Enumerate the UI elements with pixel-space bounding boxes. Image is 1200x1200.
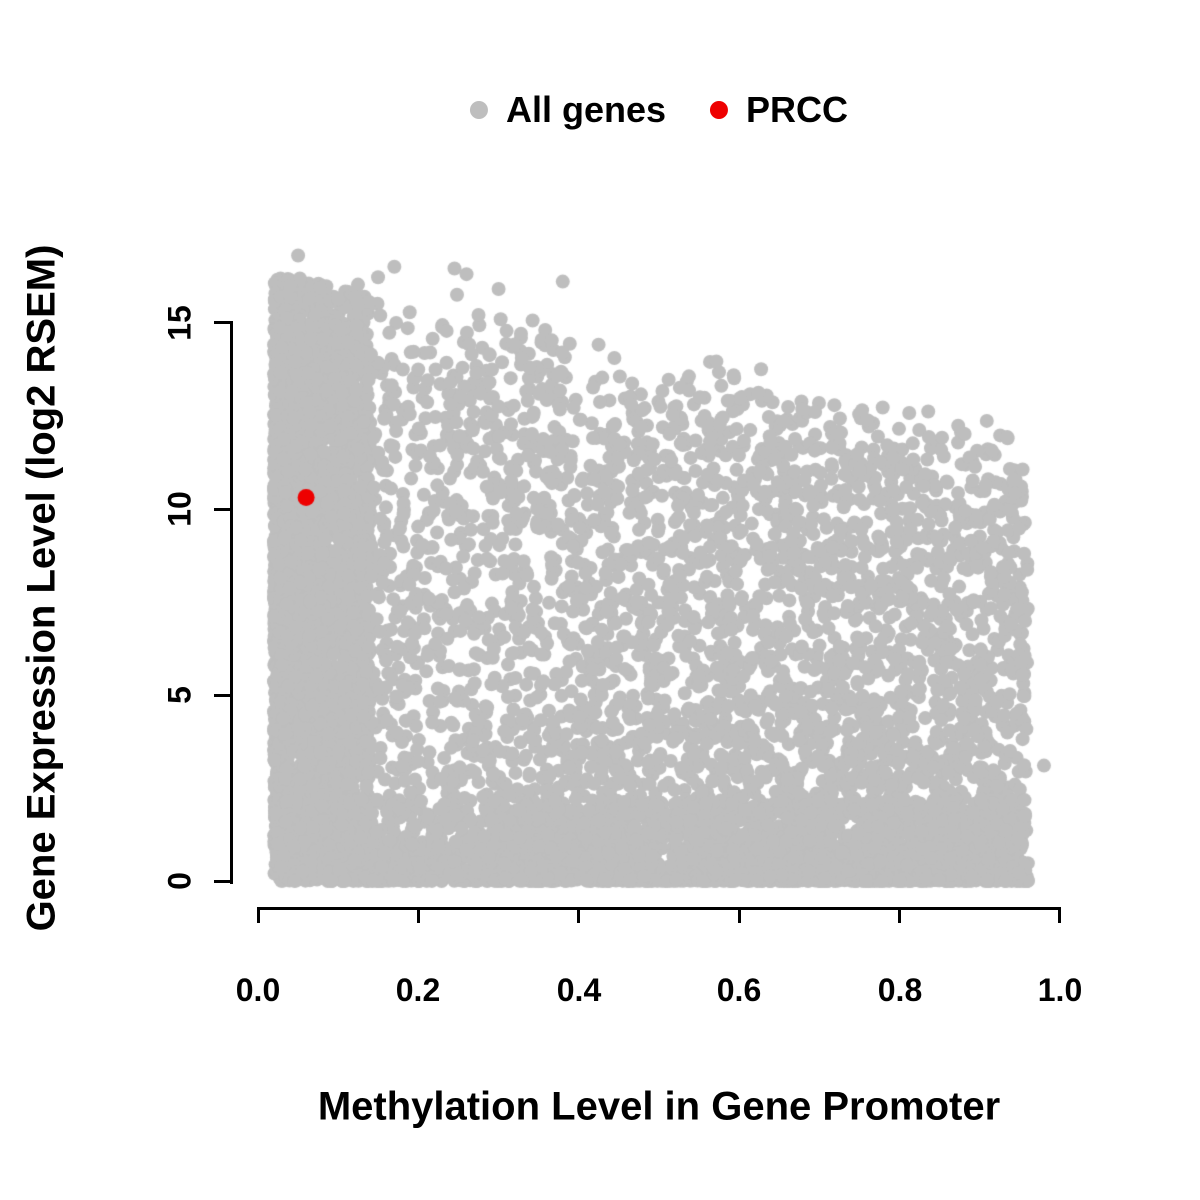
y-tick-label: 5 bbox=[161, 686, 198, 704]
x-tick-label: 0.0 bbox=[235, 972, 281, 1008]
y-axis-tick bbox=[214, 880, 230, 883]
x-axis-tick bbox=[1058, 907, 1061, 923]
legend-item-prcc: PRCC bbox=[710, 92, 848, 128]
x-axis-tick bbox=[898, 907, 901, 923]
x-tick-label: 0.2 bbox=[395, 972, 441, 1008]
legend-item-all-genes: All genes bbox=[469, 89, 667, 130]
y-axis-tick bbox=[214, 321, 230, 324]
y-tick-label: 10 bbox=[161, 491, 198, 527]
x-tick-label: 0.6 bbox=[716, 972, 762, 1008]
prcc-point-icon bbox=[710, 101, 729, 119]
legend-label-all-genes: All genes bbox=[505, 89, 667, 130]
x-axis-tick bbox=[417, 907, 420, 923]
y-axis-line bbox=[230, 321, 233, 884]
x-axis-tick bbox=[577, 907, 580, 923]
all-genes-point-icon bbox=[469, 101, 488, 119]
x-axis-tick bbox=[257, 907, 260, 923]
y-axis-tick bbox=[214, 508, 230, 511]
x-axis-title: Methylation Level in Gene Promoter bbox=[317, 1084, 1001, 1129]
x-axis-tick bbox=[738, 907, 741, 923]
x-axis-line bbox=[258, 907, 1061, 910]
y-tick-label: 0 bbox=[161, 872, 198, 890]
legend-label-prcc: PRCC bbox=[746, 89, 849, 130]
x-tick-label: 0.8 bbox=[877, 972, 923, 1008]
x-tick-label: 0.4 bbox=[556, 972, 602, 1008]
legend: All genes PRCC bbox=[469, 89, 848, 130]
y-axis-tick bbox=[214, 694, 230, 697]
x-tick-label: 1.0 bbox=[1037, 972, 1083, 1008]
y-axis-title: Gene Expression Level (log2 RSEM) bbox=[19, 244, 64, 932]
y-tick-label: 15 bbox=[161, 305, 198, 341]
